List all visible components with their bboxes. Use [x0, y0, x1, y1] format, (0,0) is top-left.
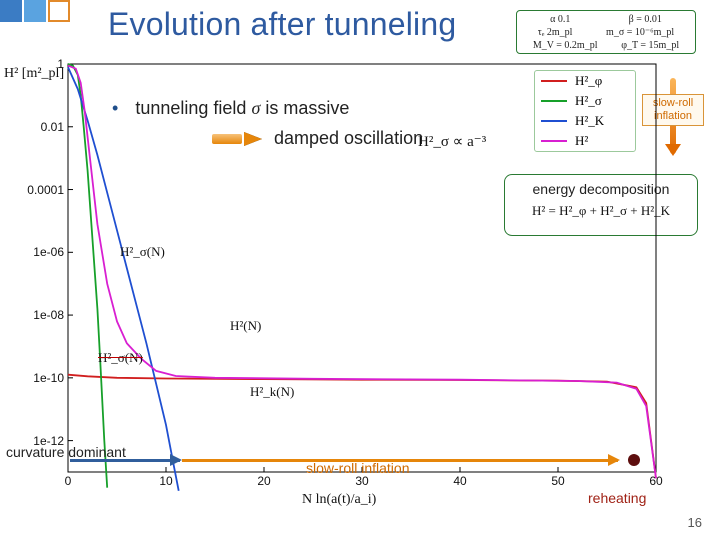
reheating-dot-icon [628, 454, 640, 466]
y-tick: 1e-08 [18, 308, 64, 322]
x-axis-label: N ln(a(t)/a_i) [302, 492, 376, 508]
x-tick: 60 [641, 474, 671, 488]
page-number: 16 [688, 515, 702, 530]
chart-svg [68, 64, 656, 472]
phase-arrow-slowroll [182, 459, 618, 462]
parameter-box: α 0.1 β = 0.01 τₑ 2m_pl m_σ = 10⁻⁶m_pl M… [516, 10, 696, 54]
param-msigma: m_σ = 10⁻⁶m_pl [606, 26, 674, 39]
x-tick: 0 [53, 474, 83, 488]
param-phiT: φ_T = 15m_pl [621, 39, 679, 52]
y-tick: 1 [18, 57, 64, 71]
logo-square-1 [0, 0, 22, 22]
chart-area [68, 64, 656, 472]
y-tick: 1e-10 [18, 371, 64, 385]
curve-label: H²_σ(N) [98, 350, 143, 366]
y-tick: 0.01 [18, 120, 64, 134]
page-title-text: Evolution after tunneling [108, 6, 456, 42]
y-tick: 1e-12 [18, 434, 64, 448]
x-tick: 10 [151, 474, 181, 488]
x-tick: 50 [543, 474, 573, 488]
corner-logo [0, 0, 72, 22]
x-tick: 20 [249, 474, 279, 488]
param-beta: β = 0.01 [629, 13, 662, 26]
param-alpha: α 0.1 [550, 13, 570, 26]
y-tick: 0.0001 [18, 183, 64, 197]
param-mv: M_V = 0.2m_pl [533, 39, 598, 52]
logo-square-3 [48, 0, 70, 22]
param-row-3: M_V = 0.2m_pl φ_T = 15m_pl [521, 39, 691, 52]
param-row-2: τₑ 2m_pl m_σ = 10⁻⁶m_pl [521, 26, 691, 39]
logo-square-2 [24, 0, 46, 22]
curve-label: H²_σ(N) [120, 244, 165, 260]
phase-reheating: reheating [588, 490, 646, 506]
phase-arrow-curvature [70, 459, 180, 462]
curve-label: H²_k(N) [250, 384, 294, 400]
param-row-1: α 0.1 β = 0.01 [521, 13, 691, 26]
y-tick: 1e-06 [18, 245, 64, 259]
x-tick: 40 [445, 474, 475, 488]
curve-label: H²(N) [230, 318, 261, 334]
page-title: Evolution after tunneling [108, 6, 456, 43]
param-tau: τₑ 2m_pl [538, 26, 573, 39]
x-tick: 30 [347, 474, 377, 488]
